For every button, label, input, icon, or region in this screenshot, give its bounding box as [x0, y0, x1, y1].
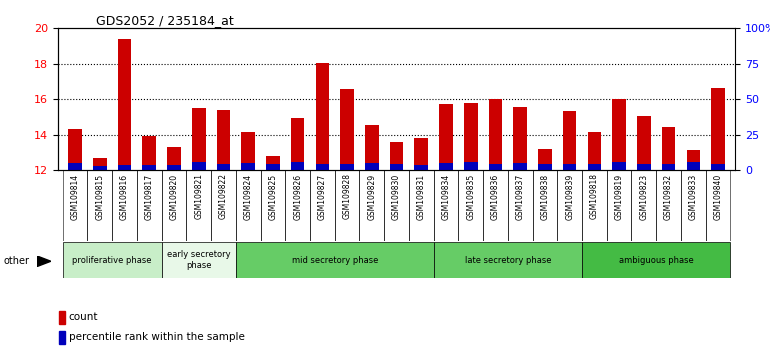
Bar — [340, 89, 354, 170]
Text: early secretory
phase: early secretory phase — [167, 251, 230, 270]
Bar — [167, 165, 181, 170]
Bar — [291, 118, 304, 170]
Bar — [434, 242, 582, 278]
Text: GSM109817: GSM109817 — [145, 173, 154, 219]
Text: GSM109830: GSM109830 — [392, 173, 401, 220]
Bar — [414, 138, 428, 170]
Text: GSM109827: GSM109827 — [318, 173, 326, 219]
Text: proliferative phase: proliferative phase — [72, 256, 152, 265]
Bar — [489, 164, 502, 170]
Bar — [59, 331, 65, 343]
Text: GSM109840: GSM109840 — [714, 173, 722, 220]
Polygon shape — [37, 256, 51, 267]
Text: count: count — [69, 312, 98, 322]
Text: GSM109837: GSM109837 — [516, 173, 524, 220]
Bar — [118, 39, 132, 170]
Bar — [439, 163, 453, 170]
Bar — [316, 164, 329, 170]
Bar — [588, 164, 601, 170]
Bar — [661, 127, 675, 170]
Bar — [464, 103, 477, 170]
Text: GSM109829: GSM109829 — [367, 173, 377, 219]
Text: GSM109819: GSM109819 — [614, 173, 624, 219]
Text: mid secretory phase: mid secretory phase — [292, 256, 378, 265]
Bar — [661, 164, 675, 170]
Bar — [439, 104, 453, 170]
Bar — [93, 166, 106, 170]
Bar — [489, 99, 502, 170]
Bar — [69, 129, 82, 170]
Text: other: other — [4, 256, 30, 266]
Bar — [216, 164, 230, 170]
Bar — [142, 136, 156, 170]
Bar — [236, 242, 434, 278]
Text: GSM109815: GSM109815 — [95, 173, 104, 219]
Text: GSM109839: GSM109839 — [565, 173, 574, 220]
Text: GSM109833: GSM109833 — [689, 173, 698, 220]
Text: GSM109834: GSM109834 — [441, 173, 450, 220]
Bar — [514, 163, 527, 170]
Bar — [365, 163, 379, 170]
Bar — [62, 242, 162, 278]
Text: GSM109835: GSM109835 — [467, 173, 475, 220]
Text: GSM109832: GSM109832 — [664, 173, 673, 219]
Bar — [582, 242, 731, 278]
Bar — [167, 147, 181, 170]
Bar — [69, 163, 82, 170]
Bar — [291, 162, 304, 170]
Bar — [241, 163, 255, 170]
Bar — [538, 149, 552, 170]
Text: GSM109823: GSM109823 — [639, 173, 648, 219]
Bar — [390, 164, 403, 170]
Bar — [162, 242, 236, 278]
Bar — [142, 165, 156, 170]
Bar — [216, 110, 230, 170]
Text: GSM109818: GSM109818 — [590, 173, 599, 219]
Text: GSM109836: GSM109836 — [491, 173, 500, 220]
Text: GSM109838: GSM109838 — [541, 173, 550, 219]
Bar — [711, 164, 725, 170]
Bar — [192, 162, 206, 170]
Bar — [637, 116, 651, 170]
Bar — [514, 107, 527, 170]
Text: ambiguous phase: ambiguous phase — [619, 256, 694, 265]
Bar — [192, 108, 206, 170]
Bar — [588, 132, 601, 170]
Text: percentile rank within the sample: percentile rank within the sample — [69, 332, 244, 342]
Bar — [687, 162, 700, 170]
Bar — [687, 150, 700, 170]
Bar — [365, 125, 379, 170]
Bar — [563, 164, 577, 170]
Text: GDS2052 / 235184_at: GDS2052 / 235184_at — [96, 14, 234, 27]
Text: GSM109821: GSM109821 — [194, 173, 203, 219]
Bar — [340, 164, 354, 170]
Bar — [390, 142, 403, 170]
Bar — [414, 165, 428, 170]
Text: GSM109822: GSM109822 — [219, 173, 228, 219]
Text: GSM109825: GSM109825 — [269, 173, 277, 219]
Bar — [464, 162, 477, 170]
Bar — [266, 164, 280, 170]
Bar — [612, 99, 626, 170]
Bar — [118, 165, 132, 170]
Bar — [538, 164, 552, 170]
Bar — [711, 88, 725, 170]
Bar — [563, 111, 577, 170]
Text: GSM109816: GSM109816 — [120, 173, 129, 219]
Text: GSM109831: GSM109831 — [417, 173, 426, 219]
Bar — [316, 63, 329, 170]
Text: GSM109814: GSM109814 — [71, 173, 79, 219]
Bar — [93, 158, 106, 170]
Text: GSM109820: GSM109820 — [169, 173, 179, 219]
Text: GSM109826: GSM109826 — [293, 173, 302, 219]
Bar — [241, 132, 255, 170]
Text: GSM109828: GSM109828 — [343, 173, 352, 219]
Text: late secretory phase: late secretory phase — [464, 256, 551, 265]
Bar — [59, 311, 65, 324]
Bar — [637, 164, 651, 170]
Bar — [266, 156, 280, 170]
Text: GSM109824: GSM109824 — [243, 173, 253, 219]
Bar — [612, 162, 626, 170]
